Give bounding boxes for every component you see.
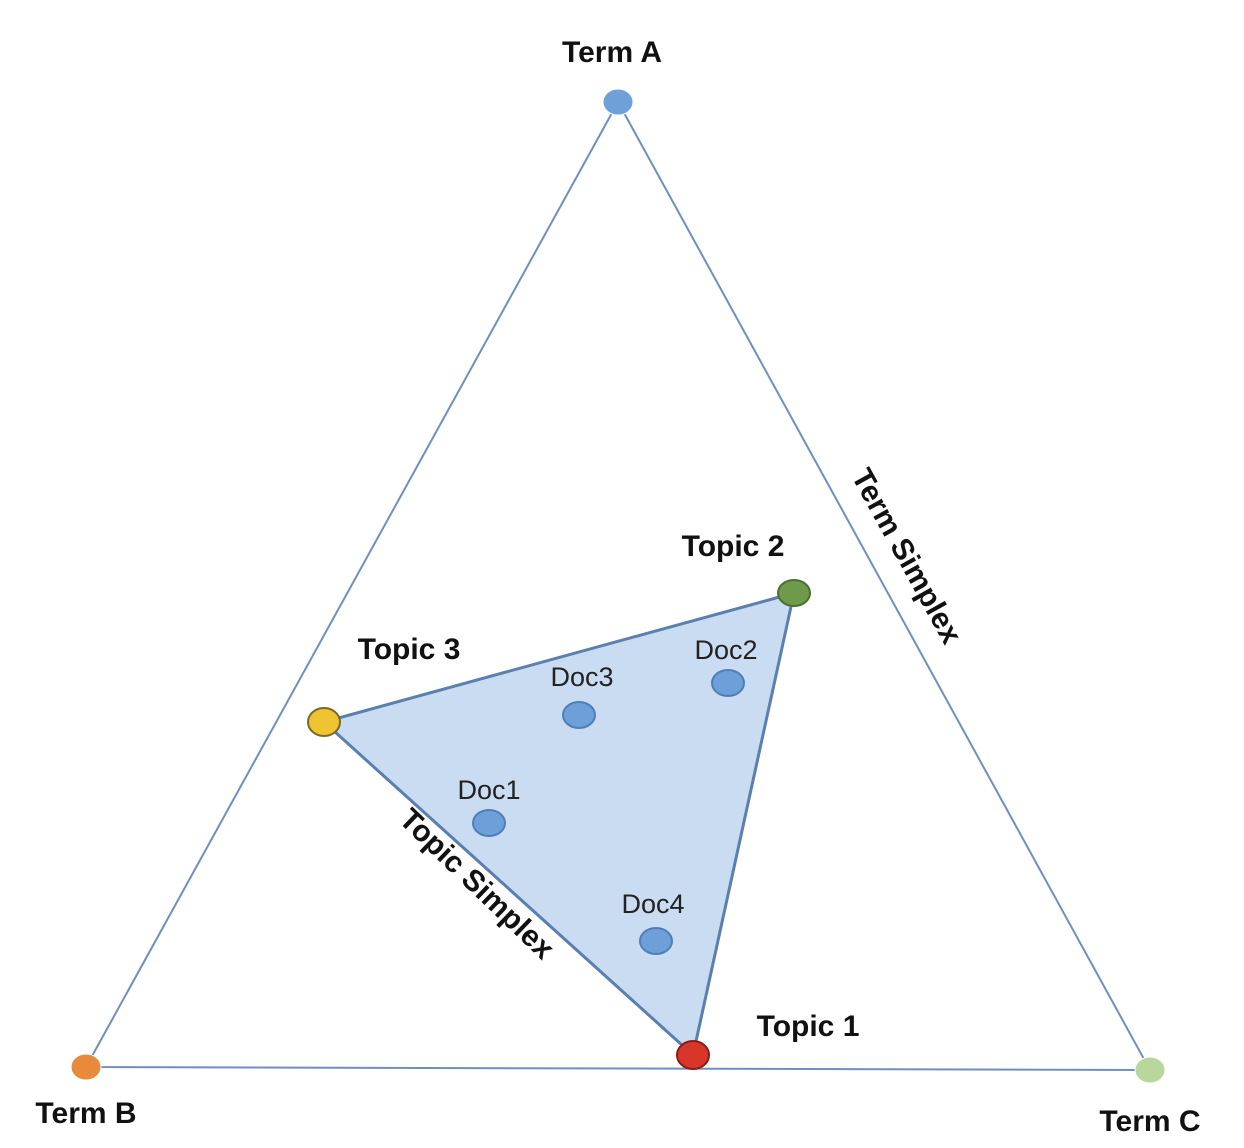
term-c-label: Term C — [1099, 1105, 1200, 1138]
term-a-label: Term A — [562, 36, 662, 69]
doc-2-label: Doc2 — [694, 635, 757, 665]
doc-4-node — [639, 927, 673, 955]
doc-2-node — [711, 669, 745, 697]
topic-1-node — [676, 1040, 710, 1070]
doc-3-node — [562, 701, 596, 729]
term-b-label: Term B — [35, 1097, 136, 1130]
doc-1-node — [472, 809, 506, 837]
topic-2-label: Topic 2 — [682, 530, 785, 563]
topic-3-label: Topic 3 — [358, 633, 461, 666]
doc-4-label: Doc4 — [621, 889, 684, 919]
doc-1-label: Doc1 — [457, 775, 520, 805]
term-simplex-triangle — [84, 99, 1152, 1072]
topic-2-node — [777, 579, 811, 607]
term-a-node — [602, 88, 634, 116]
topic-simplex-triangle — [320, 590, 796, 1058]
term-b-node — [70, 1053, 102, 1081]
term-c-node — [1134, 1056, 1166, 1084]
topic-3-node — [307, 707, 341, 737]
topic-1-label: Topic 1 — [757, 1010, 860, 1043]
doc-3-label: Doc3 — [550, 662, 613, 692]
term-simplex-label: Term Simplex — [845, 463, 968, 649]
